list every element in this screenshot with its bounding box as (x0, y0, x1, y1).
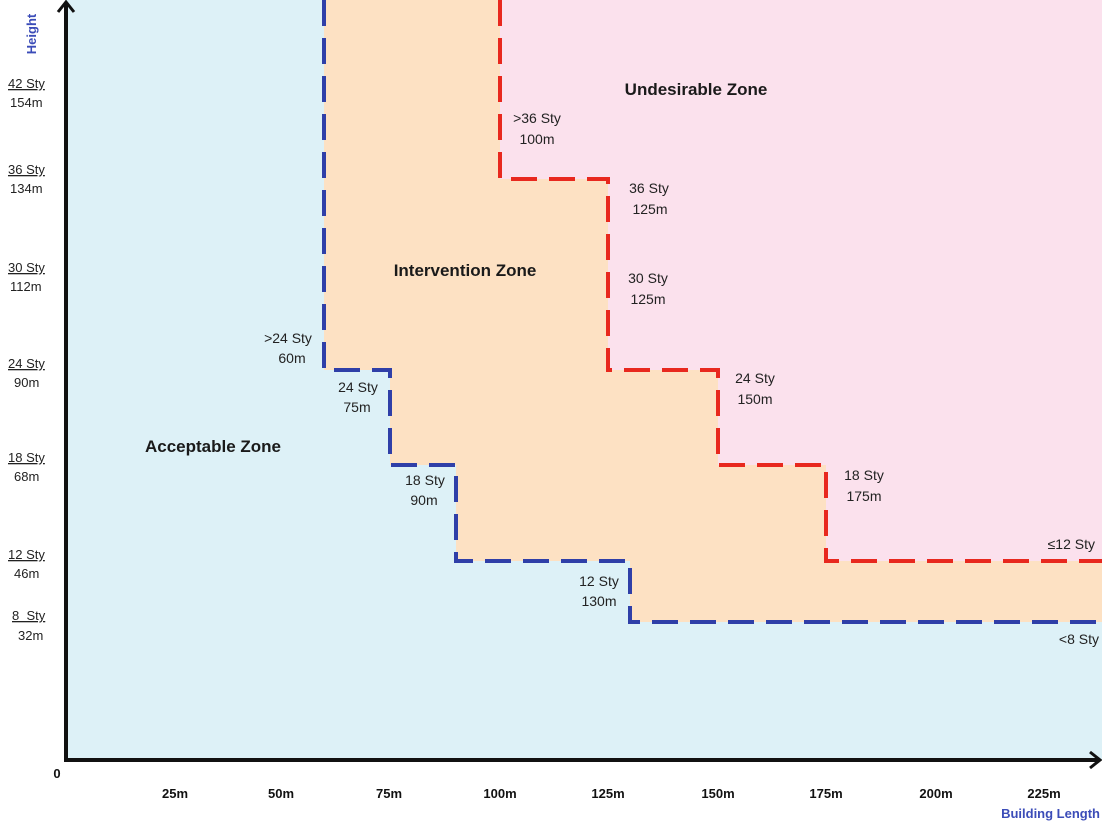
y-tick-height: 154m (10, 95, 43, 110)
x-tick-label: 175m (809, 786, 842, 801)
boundary-label-line2: 130m (581, 593, 616, 609)
y-tick-storeys: 8 Sty (12, 608, 46, 623)
y-tick-height: 32m (18, 628, 43, 643)
y-tick-height: 112m (10, 279, 42, 294)
blue-boundary-annotations: >24 Sty 60m 24 Sty 75m 18 Sty 90m 12 Sty… (264, 330, 1099, 647)
x-tick-label: 75m (376, 786, 402, 801)
x-tick-label: 200m (919, 786, 952, 801)
y-tick-height: 68m (14, 469, 39, 484)
x-tick-labels: 25m 50m 75m 100m 125m 150m 175m 200m 225… (162, 786, 1061, 801)
acceptable-zone-label: Acceptable Zone (145, 437, 281, 456)
x-axis-arrow (1089, 750, 1102, 770)
red-boundary-annotations: >36 Sty 100m 36 Sty 125m 30 Sty 125m 24 … (513, 110, 1095, 552)
y-tick-height: 134m (10, 181, 43, 196)
x-tick-label: 50m (268, 786, 294, 801)
x-axis-title: Building Length (1001, 806, 1100, 821)
boundary-label-line1: 30 Sty (628, 270, 668, 286)
boundary-label-line1: >24 Sty (264, 330, 312, 346)
boundary-label-line1: >36 Sty (513, 110, 561, 126)
x-tick-label: 25m (162, 786, 188, 801)
boundary-label-line1: 18 Sty (844, 467, 884, 483)
x-tick-label: 150m (701, 786, 734, 801)
origin-label: 0 (53, 766, 60, 781)
y-tick-storeys: 18 Sty (8, 450, 45, 465)
y-tick-height: 90m (14, 375, 39, 390)
y-tick-storeys: 42 Sty (8, 76, 45, 91)
boundary-label-line1: <8 Sty (1059, 631, 1099, 647)
intervention-zone-label: Intervention Zone (394, 261, 537, 280)
undesirable-boundary-line (498, 0, 1102, 563)
boundary-label-line1: 36 Sty (629, 180, 669, 196)
boundary-label-line2: 150m (737, 391, 772, 407)
boundary-label-line2: 75m (343, 399, 370, 415)
boundary-label-line1: 24 Sty (735, 370, 775, 386)
boundary-label-line2: 90m (410, 492, 437, 508)
y-tick-storeys: 36 Sty (8, 162, 45, 177)
x-tick-label: 225m (1027, 786, 1060, 801)
y-tick-storeys: 30 Sty (8, 260, 45, 275)
boundary-label-line1: 12 Sty (579, 573, 619, 589)
acceptable-boundary-line (322, 0, 1102, 624)
x-tick-label: 100m (483, 786, 516, 801)
y-tick-labels: 42 Sty 154m 36 Sty 134m 30 Sty 112m 24 S… (8, 76, 46, 643)
y-axis-arrow (56, 0, 76, 13)
boundary-label-line2: 125m (630, 291, 665, 307)
boundary-label-line1: 18 Sty (405, 472, 445, 488)
boundary-label-line2: 125m (632, 201, 667, 217)
boundary-label-line1: ≤12 Sty (1048, 536, 1095, 552)
boundary-label-line2: 60m (278, 350, 305, 366)
y-tick-storeys: 12 Sty (8, 547, 45, 562)
boundary-label-line1: 24 Sty (338, 379, 378, 395)
y-tick-height: 46m (14, 566, 39, 581)
undesirable-zone-label: Undesirable Zone (625, 80, 768, 99)
x-tick-label: 125m (591, 786, 624, 801)
y-tick-storeys: 24 Sty (8, 356, 45, 371)
undesirable-zone-area (500, 0, 1102, 561)
boundary-label-line2: 100m (519, 131, 554, 147)
boundary-label-line2: 175m (846, 488, 881, 504)
y-axis-title: Height (24, 13, 39, 54)
